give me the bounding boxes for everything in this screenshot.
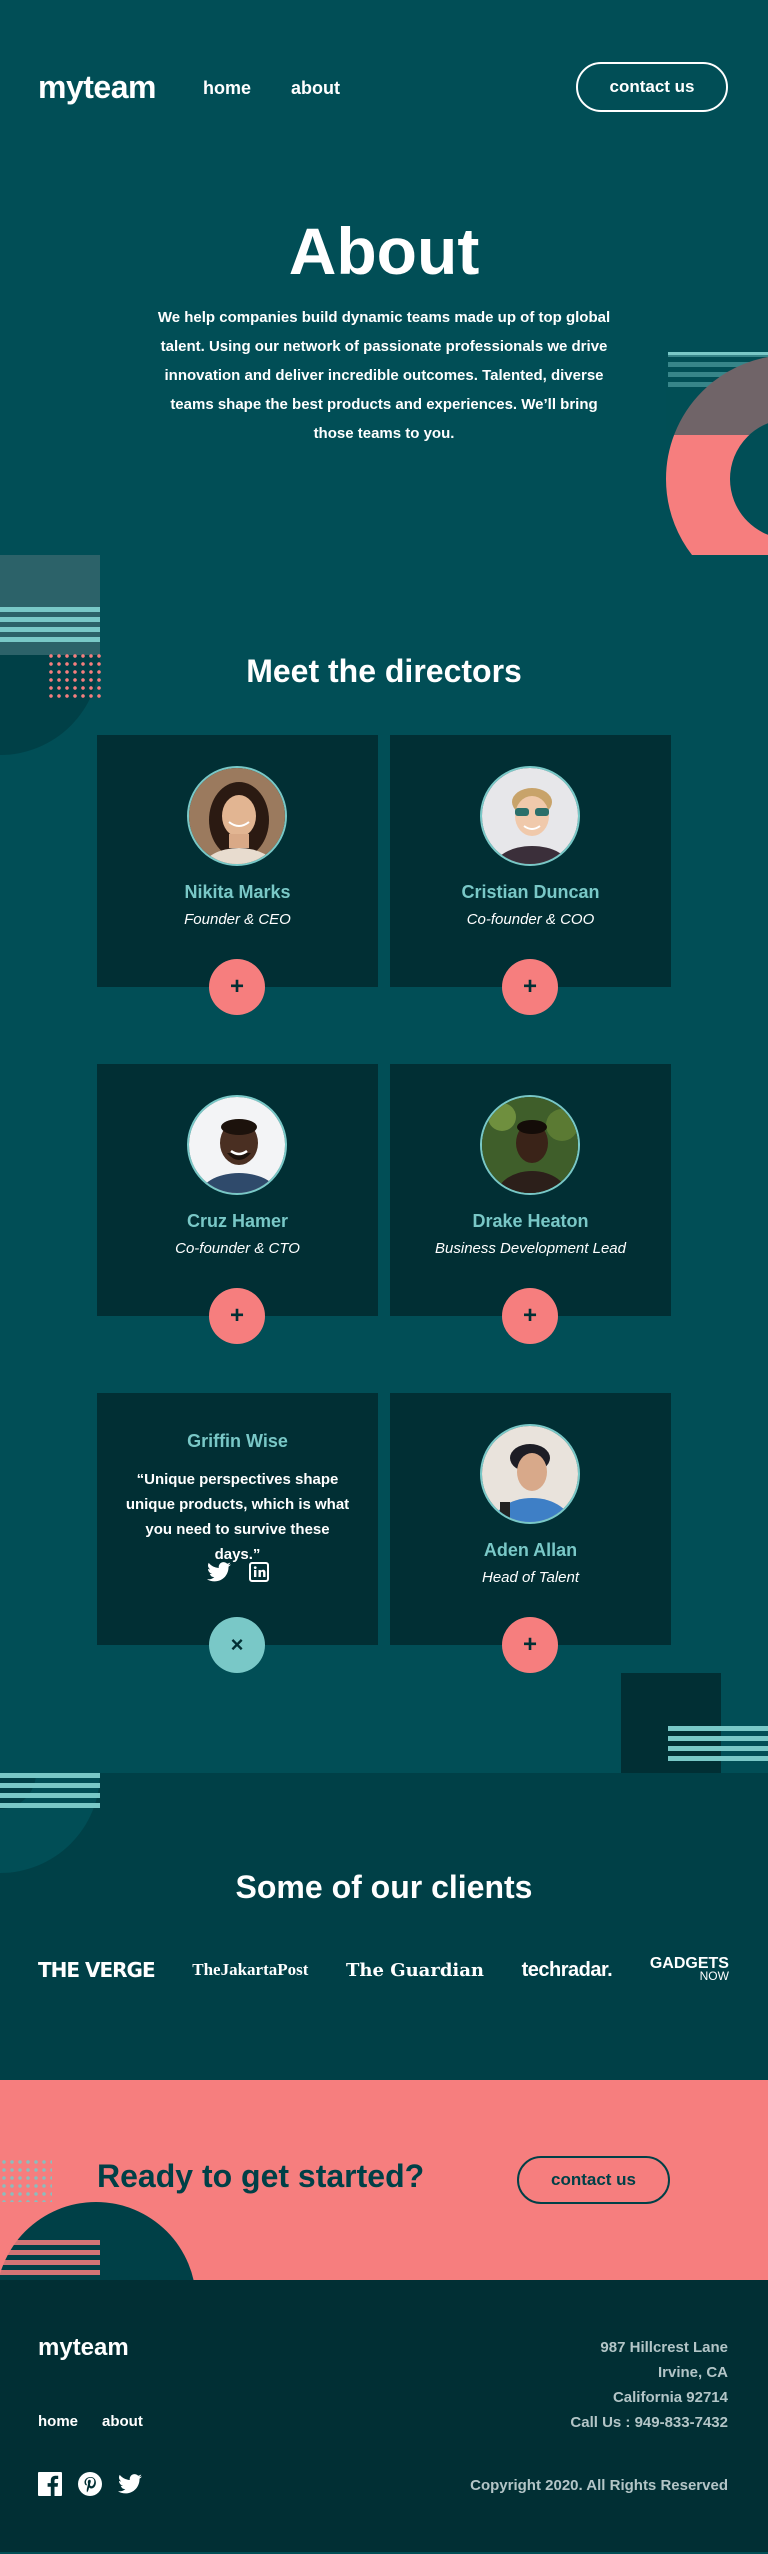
client-logo-now-text: NOW [699,1969,729,1983]
director-card: Nikita Marks Founder & CEO + [97,735,378,1015]
main-nav: myteam home about contact us [38,62,728,112]
twitter-icon[interactable] [206,1562,231,1582]
cta-decor-dots [0,2158,52,2202]
nav-links: home about [203,78,340,99]
director-name: Griffin Wise [187,1431,288,1451]
client-logos: THE VERGE TheJakartaPost The Guardian te… [38,1950,729,1990]
avatar [187,766,287,866]
pinterest-icon[interactable] [78,2472,102,2496]
director-role: Business Development Lead [435,1240,626,1257]
directors-decor-lines [0,607,100,647]
address-line: Irvine, CA [657,2364,728,2381]
director-card: Drake Heaton Business Development Lead + [390,1064,671,1344]
client-logo-the-verge: THE VERGE [38,1958,156,1982]
client-logo-gadgets-text: GADGETS [649,1955,729,1972]
clients-title: Some of our clients [235,1869,533,1905]
client-logo-jakarta-post: TheJakartaPost [192,1960,309,1979]
director-name: Nikita Marks [184,882,291,902]
directors-title: Meet the directors [246,653,522,689]
director-role: Founder & CEO [184,911,291,928]
hero-decor-shadow [666,355,768,435]
hero-description: We help companies build dynamic teams ma… [157,309,611,442]
avatar [480,766,580,866]
footer-socials [38,2472,142,2496]
director-card: Aden Allan Head of Talent + [390,1393,671,1673]
contact-us-button[interactable]: contact us [576,62,728,112]
facebook-icon[interactable] [38,2472,62,2496]
nav-link-about[interactable]: about [290,77,340,98]
copyright: Copyright 2020. All Rights Reserved [470,2477,728,2494]
plus-icon[interactable]: + [502,1288,558,1344]
plus-icon[interactable]: + [209,1288,265,1344]
client-logo-techradar: techradar. [521,1958,613,1981]
director-quote: “Unique perspectives shape unique produc… [125,1471,350,1563]
logo[interactable]: myteam [38,68,156,105]
director-socials [97,1562,378,1582]
director-card-expanded: Griffin Wise “Unique perspectives shape … [97,1393,378,1673]
director-name: Cruz Hamer [186,1211,289,1231]
director-name: Drake Heaton [472,1211,589,1231]
director-name: Cristian Duncan [461,882,600,902]
avatar [480,1424,580,1524]
plus-icon[interactable]: + [209,959,265,1015]
footer-link-home[interactable]: home [38,2413,79,2430]
clients-decor-lines [0,1773,100,1813]
page-title: About [288,214,480,288]
cta-contact-button[interactable]: contact us [517,2156,670,2204]
footer-link-about[interactable]: about [102,2413,143,2430]
cta-decor-lines [0,2240,100,2280]
director-role: Co-founder & COO [466,911,595,928]
nav-link-home[interactable]: home [202,77,251,98]
director-role: Head of Talent [481,1569,580,1586]
avatar [187,1095,287,1195]
director-card: Cristian Duncan Co-founder & COO + [390,735,671,1015]
cta-section: Ready to get started? contact us [0,2080,768,2280]
director-role: Co-founder & CTO [175,1240,300,1257]
close-icon[interactable]: × [209,1617,265,1673]
client-logo-gadgets-now: GADGETS NOW [649,1955,729,1983]
cta-title: Ready to get started? [97,2158,425,2194]
avatar [480,1095,580,1195]
director-card: Cruz Hamer Co-founder & CTO + [97,1064,378,1344]
plus-icon[interactable]: + [502,1617,558,1673]
clients-section: Some of our clients THE VERGE TheJakarta… [0,1773,768,2080]
address-line: 987 Hillcrest Lane [600,2339,728,2356]
footer-nav: home about [38,2413,143,2430]
twitter-icon[interactable] [118,2474,142,2494]
plus-icon[interactable]: + [502,959,558,1015]
director-name: Aden Allan [483,1540,578,1560]
footer: myteam home about 987 Hillcrest Lane Irv… [0,2280,768,2552]
directors-section: Meet the directors Nikita Marks Founder … [0,555,768,1773]
hero-section: myteam home about contact us About We he… [0,0,768,555]
footer-logo[interactable]: myteam [38,2334,129,2361]
phone-line: Call Us : 949-833-7432 [570,2414,728,2431]
footer-address: 987 Hillcrest Lane Irvine, CA California… [570,2335,728,2435]
linkedin-icon[interactable] [248,1562,269,1582]
directors-decor-dots [47,652,101,698]
directors-decor-lines-bottom [668,1726,768,1766]
address-line: California 92714 [612,2389,728,2406]
client-logo-the-guardian: The Guardian [346,1959,484,1981]
